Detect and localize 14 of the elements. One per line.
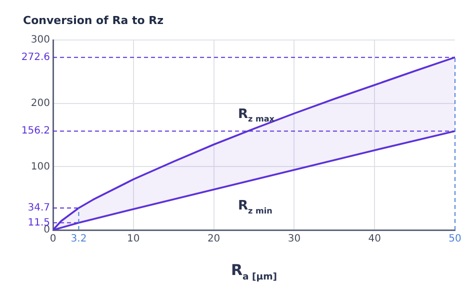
x-tick-label: 20 <box>207 234 220 245</box>
y-tick-label: 300 <box>30 34 50 46</box>
y-tick-label: 272.6 <box>21 52 50 63</box>
y-tick-label: 34.7 <box>28 202 50 214</box>
y-tick-label: 156.2 <box>21 126 50 137</box>
x-tick-label: 10 <box>127 234 140 245</box>
x-tick-label: 40 <box>368 234 381 245</box>
chart-title: Conversion of Ra to Rz <box>23 14 164 27</box>
x-tick-label: 50 <box>448 234 462 245</box>
y-tick-label: 200 <box>30 98 50 109</box>
x-tick-label: 30 <box>288 234 301 245</box>
y-tick-label: 100 <box>30 161 50 172</box>
y-tick-label: 0 <box>44 224 50 236</box>
x-tick-label: 3.2 <box>70 234 87 245</box>
